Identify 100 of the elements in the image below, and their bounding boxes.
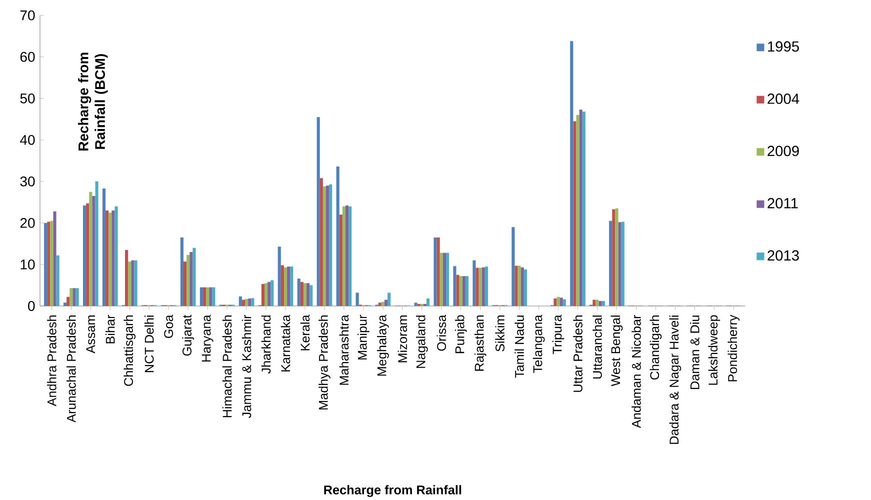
bar: [465, 276, 469, 306]
x-tick-label: Tamil Nadu: [514, 316, 524, 378]
bar: [212, 287, 216, 306]
bar: [562, 299, 566, 306]
bar: [200, 287, 203, 306]
bar: [518, 266, 521, 306]
x-tick-label: Manipur: [358, 314, 370, 360]
bar: [248, 298, 252, 306]
bar: [482, 267, 485, 306]
bar: [306, 283, 310, 306]
bar: [209, 287, 212, 306]
bar: [102, 188, 106, 306]
x-tick-label: Haryana: [202, 314, 214, 362]
x-tick-label: Uttaranchal: [592, 316, 602, 379]
bar: [609, 220, 612, 306]
x-tick-label: NCT Delhi: [144, 316, 154, 372]
bar: [442, 252, 446, 306]
bar: [484, 266, 488, 306]
x-tick-label: Dadara & Nagar Haveli: [669, 316, 682, 444]
bar: [76, 288, 79, 306]
x-tick-label: Nagaland: [416, 316, 428, 368]
x-tick-label: Daman & Diu: [690, 316, 700, 389]
bar: [280, 265, 284, 306]
bar: [186, 254, 190, 306]
bar: [436, 237, 440, 306]
bar: [621, 222, 624, 306]
bar: [290, 266, 294, 306]
x-tick-label: Sikkim: [495, 316, 504, 352]
bar: [348, 206, 352, 306]
y-tick-label: 60: [20, 52, 35, 62]
x-tick-label: Kerala: [300, 314, 310, 350]
x-tick-label: Lakshdweep: [708, 315, 720, 385]
bar: [192, 248, 196, 306]
bar: [297, 278, 300, 306]
bar: [472, 260, 476, 306]
bar: [618, 222, 622, 306]
bar: [66, 296, 70, 306]
bar: [44, 222, 48, 306]
legend-label: 1995: [768, 41, 799, 52]
bar: [524, 269, 527, 306]
bar: [476, 268, 479, 306]
bar: [264, 283, 268, 306]
bar: [560, 298, 563, 306]
bar: [388, 292, 391, 306]
x-tick-label: Chandigarh: [650, 316, 662, 380]
bar: [92, 196, 96, 306]
bar: [56, 255, 60, 306]
bar: [612, 209, 616, 306]
bar: [615, 208, 618, 306]
bar: [573, 121, 576, 306]
x-tick-label: Punjab: [454, 315, 467, 354]
x-tick-label: Gujarat: [182, 314, 194, 356]
bar: [134, 260, 138, 306]
bar: [596, 300, 599, 306]
bar: [570, 41, 574, 306]
bar: [554, 298, 557, 306]
x-tick-label: Bihar: [105, 314, 115, 344]
x-tick-label: Meghalaya: [377, 314, 389, 376]
bar: [190, 252, 193, 306]
y-tick-label: 20: [20, 218, 35, 228]
bar: [434, 237, 437, 306]
bar: [329, 184, 332, 306]
bar: [89, 192, 92, 306]
bar: [440, 252, 443, 306]
bar: [336, 166, 340, 306]
bar: [202, 287, 206, 306]
bar: [128, 262, 132, 306]
bar: [579, 110, 582, 306]
bar: [278, 246, 281, 306]
y-axis-title: Recharge from Rainfall (BCM): [78, 52, 108, 150]
bar: [446, 252, 450, 306]
x-tick-label: Arunachal Pradesh: [66, 316, 76, 422]
bar: [261, 284, 264, 306]
bar: [86, 203, 90, 306]
x-tick-label: Jammu & Kashmir: [242, 314, 252, 418]
bar: [206, 287, 210, 306]
bar: [64, 302, 67, 306]
x-tick-label: Karnataka: [280, 314, 290, 372]
bar: [384, 300, 388, 306]
bar: [183, 262, 187, 306]
bar: [251, 298, 254, 306]
bar: [478, 268, 482, 306]
bar: [72, 288, 76, 306]
x-tick-label: Rajasthan: [474, 316, 486, 371]
bar: [50, 220, 54, 306]
bar: [320, 178, 323, 306]
bar: [356, 292, 359, 306]
y-tick-label: 10: [20, 260, 35, 270]
x-axis-title: Recharge from Rainfall: [324, 485, 462, 497]
bar: [82, 206, 86, 306]
legend-label: 2009: [768, 146, 799, 156]
y-tick-label: 0: [28, 301, 35, 311]
bar: [287, 266, 290, 306]
x-tick-label: Uttar Pradesh: [573, 316, 582, 392]
bar: [556, 296, 560, 306]
legend-label: 2011: [768, 198, 798, 208]
bar: [378, 302, 382, 306]
bar: [245, 298, 248, 306]
x-tick-label: Andaman & Nicobar: [632, 314, 641, 428]
bar: [520, 267, 524, 306]
